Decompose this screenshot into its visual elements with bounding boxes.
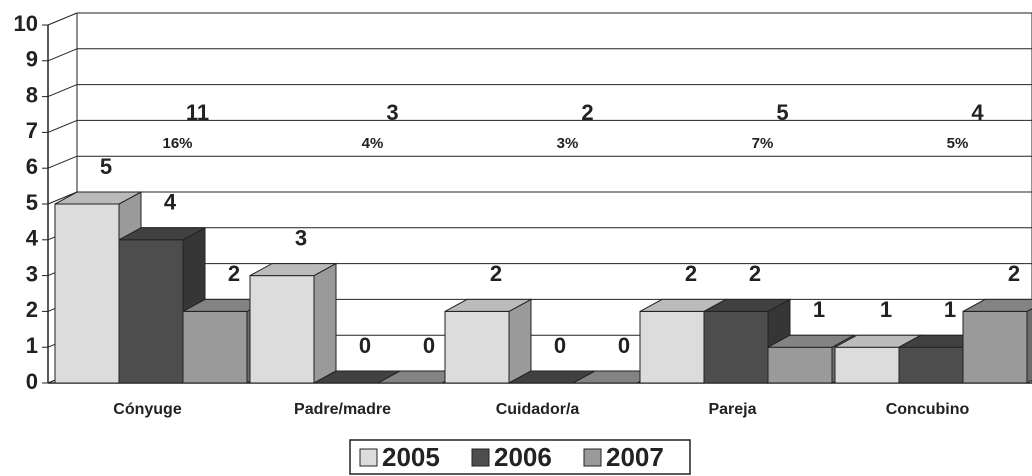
value-label: 5 <box>100 154 112 179</box>
x-tick-label: Cónyuge <box>113 401 182 418</box>
value-label: 1 <box>813 297 825 322</box>
value-label: 2 <box>1008 261 1020 286</box>
bar-front <box>639 310 705 384</box>
legend-label: 2006 <box>494 442 552 472</box>
bar-top <box>767 334 855 348</box>
share-label: 3% <box>557 135 579 152</box>
y-tick-label: 1 <box>26 333 38 358</box>
y-tick-label: 4 <box>26 226 39 251</box>
value-label: 3 <box>295 225 307 250</box>
legend-label: 2007 <box>606 442 664 472</box>
grid-line <box>47 119 78 133</box>
total-label: 3 <box>386 100 398 125</box>
value-label: 4 <box>164 190 177 215</box>
y-tick-label: 0 <box>26 369 38 394</box>
value-label: 0 <box>554 333 566 358</box>
bar-front <box>834 346 900 384</box>
x-tick-label: Pareja <box>708 401 756 418</box>
value-label: 1 <box>944 297 956 322</box>
bar-front <box>703 310 769 384</box>
y-tick-label: 10 <box>14 11 38 36</box>
value-label: 2 <box>228 261 240 286</box>
y-tick-label: 5 <box>26 190 38 215</box>
x-tick-label: Cuidador/a <box>496 401 580 418</box>
bar-front <box>54 203 120 384</box>
share-label: 7% <box>752 135 774 152</box>
share-label: 4% <box>362 135 384 152</box>
y-tick-label: 2 <box>26 297 38 322</box>
share-label: 16% <box>162 135 192 152</box>
bar-front <box>767 346 833 384</box>
grid-line <box>47 84 78 98</box>
legend-swatch <box>359 448 378 467</box>
grid-line <box>47 155 78 169</box>
legend-label: 2005 <box>382 442 440 472</box>
legend-swatch <box>583 448 602 467</box>
total-label: 2 <box>581 100 593 125</box>
bar-top <box>249 263 337 277</box>
bar-front <box>962 310 1028 384</box>
y-tick-label: 8 <box>26 82 38 107</box>
bar-top <box>444 298 532 312</box>
bar-top <box>962 298 1032 312</box>
y-tick-label: 3 <box>26 261 38 286</box>
bar-top <box>118 227 206 241</box>
bar-front <box>249 275 315 384</box>
value-label: 0 <box>618 333 630 358</box>
legend-swatch <box>471 448 490 467</box>
bar-side <box>313 262 337 384</box>
bar-front <box>444 310 510 384</box>
y-tick-label: 9 <box>26 47 38 72</box>
bar-top <box>54 191 142 205</box>
bar-front <box>898 346 964 384</box>
bar-front <box>182 310 248 384</box>
value-label: 2 <box>749 261 761 286</box>
legend-box <box>349 439 691 475</box>
x-tick-label: Padre/madre <box>294 401 391 418</box>
x-tick-label: Concubino <box>886 401 970 418</box>
value-label: 0 <box>359 333 371 358</box>
y-tick-label: 6 <box>26 154 38 179</box>
y-tick-label: 7 <box>26 118 38 143</box>
bar-top <box>703 298 791 312</box>
value-label: 0 <box>423 333 435 358</box>
total-label: 5 <box>776 100 788 125</box>
bar-side <box>1026 308 1032 384</box>
grid-line <box>47 12 78 26</box>
value-label: 2 <box>685 261 697 286</box>
bar-side <box>508 298 532 384</box>
value-label: 1 <box>880 297 892 322</box>
share-label: 5% <box>947 135 969 152</box>
grid-line <box>47 48 78 62</box>
value-label: 2 <box>490 261 502 286</box>
total-label: 11 <box>186 100 209 125</box>
bar-front <box>118 239 184 384</box>
grid-line <box>47 191 78 205</box>
total-label: 4 <box>971 100 984 125</box>
